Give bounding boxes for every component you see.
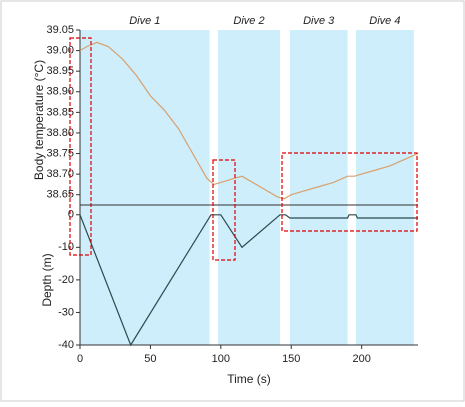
data-line [79,41,419,200]
y-tick-label: 38.90 [46,86,74,98]
y-axis-label: Depth (m) [40,253,54,306]
x-tick-label: 50 [144,353,156,365]
y-axis-label: Body temperature (°C) [32,60,46,180]
y-tick-label: -20 [58,274,74,286]
x-tick-label: 150 [282,353,300,365]
y-tick-label: 38.80 [46,127,74,139]
x-axis-label: Time (s) [227,372,271,386]
highlight-box [281,152,418,232]
y-tick-label: -40 [58,339,74,351]
dive-label: Dive 3 [303,15,335,27]
y-tick-label: 39.00 [46,44,74,56]
y-tick-label: 38.65 [46,189,74,201]
dive-band [80,30,210,345]
dive-band [356,30,414,345]
y-tick-label: 38.95 [46,65,74,77]
dive-label: Dive 2 [233,15,264,27]
highlight-box [212,159,236,261]
y-tick-label: -10 [58,241,74,253]
data-line [79,214,418,347]
dive-label: Dive 4 [369,15,400,27]
y-tick-label: -30 [58,306,74,318]
x-tick-label: 0 [77,353,83,365]
x-tick-label: 100 [212,353,230,365]
y-tick-label: 39.05 [46,24,74,36]
highlight-boxes [69,37,418,261]
y-tick-label: 38.70 [46,168,74,180]
dive-band [289,30,348,345]
y-tick-label: 38.85 [46,106,74,118]
dive-label: Dive 1 [129,15,160,27]
x-tick-label: 200 [352,353,370,365]
highlight-box [69,37,92,256]
y-tick-label: 38.75 [46,147,74,159]
dive-band [218,30,280,345]
y-tick-label: 0 [68,209,74,221]
